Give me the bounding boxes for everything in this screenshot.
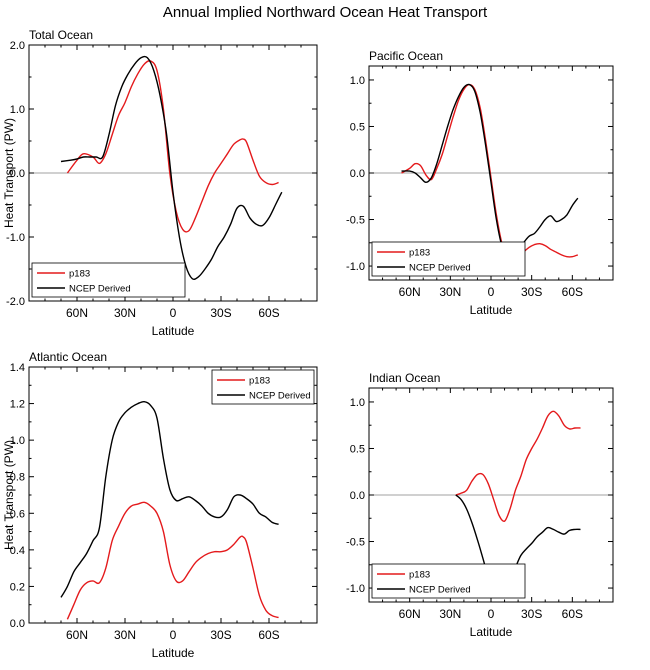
x-tick-label: 60S [258, 306, 279, 320]
x-tick-label: 0 [488, 607, 495, 621]
x-tick-label: 30S [210, 628, 231, 642]
y-tick-label: 2.0 [10, 40, 25, 52]
y-tick-label: -1.0 [6, 232, 25, 244]
y-tick-label: 0.6 [10, 508, 25, 520]
x-tick-label: 30S [210, 306, 231, 320]
y-tick-label: -0.5 [346, 215, 365, 227]
y-tick-label: 1.2 [10, 399, 25, 411]
y-tick-label: 1.0 [10, 104, 25, 116]
y-tick-label: -0.5 [346, 537, 365, 549]
legend: p183 NCEP Derived [371, 563, 526, 599]
y-tick-label: 0.5 [350, 443, 365, 455]
x-tick-label: 30S [521, 607, 542, 621]
legend-label: p183 [249, 376, 270, 387]
legend-box [371, 241, 526, 277]
x-tick-label: 60S [258, 628, 279, 642]
series-line-p183 [455, 410, 581, 522]
legend-label: NCEP Derived [409, 263, 471, 274]
legend-label: NCEP Derived [69, 284, 131, 295]
x-tick-label: 60S [562, 285, 583, 299]
plot-frame [28, 366, 318, 624]
series-line-ncep-derived [401, 83, 579, 261]
y-tick-label: 0.4 [10, 545, 25, 557]
series-line-p183 [66, 60, 279, 233]
x-tick-label: 60N [399, 607, 421, 621]
x-tick-label: 30N [439, 607, 461, 621]
legend: p183 NCEP Derived [31, 262, 186, 298]
x-tick-label: 30N [114, 306, 136, 320]
y-tick-label: 0.0 [10, 168, 25, 180]
panel-total: 60N 30N 0 30S 60S -2.0 -1.0 0.0 1.0 2.0 Total Ocea… [2, 28, 318, 338]
data-area [60, 400, 279, 620]
y-tick-label: -1.0 [346, 261, 365, 273]
y-tick-label: 1.4 [10, 362, 25, 374]
y-axis-label: Heat Transport (PW) [2, 440, 16, 550]
y-tick-label: 1.0 [350, 75, 365, 87]
panel-title: Total Ocean [29, 28, 93, 42]
y-tick-label: 0.0 [350, 490, 365, 502]
x-tick-label: 0 [170, 628, 177, 642]
x-axis-label: Latitude [470, 625, 513, 639]
panel-indian: 60N 30N 0 30S 60S -1.0 -0.5 0.0 0.5 1.0 Indian Oce… [346, 371, 614, 639]
x-tick-label: 60N [66, 306, 88, 320]
data-area [401, 83, 579, 261]
series-line-p183 [66, 501, 279, 620]
x-axis-label: Latitude [152, 324, 195, 338]
legend-label: p183 [69, 269, 90, 280]
legend-label: NCEP Derived [409, 585, 471, 596]
series-line-ncep-derived [60, 55, 283, 280]
data-area [60, 55, 283, 280]
panel-title: Indian Ocean [369, 371, 440, 385]
y-tick-label: 0.8 [10, 472, 25, 484]
legend-box [371, 563, 526, 599]
series-line-ncep-derived [455, 494, 581, 594]
x-axis-label: Latitude [152, 646, 195, 660]
y-tick-label: -2.0 [6, 296, 25, 308]
legend-box [31, 262, 186, 298]
legend-label: NCEP Derived [249, 391, 311, 402]
x-tick-label: 30S [521, 285, 542, 299]
panel-pacific: 60N 30N 0 30S 60S -1.0 -0.5 0.0 0.5 1.0 Pacific Oc… [346, 49, 614, 317]
y-tick-label: 1.0 [350, 397, 365, 409]
x-tick-label: 0 [170, 306, 177, 320]
y-tick-label: 1.0 [10, 435, 25, 447]
legend-label: p183 [409, 248, 430, 259]
panel-title: Pacific Ocean [369, 49, 443, 63]
series-line-ncep-derived [60, 400, 279, 598]
x-tick-label: 0 [488, 285, 495, 299]
figure-title: Annual Implied Northward Ocean Heat Tran… [163, 4, 488, 21]
panel-title: Atlantic Ocean [29, 350, 107, 364]
legend: p183 NCEP Derived [211, 369, 315, 405]
y-tick-label: 0.5 [350, 121, 365, 133]
y-tick-label: 0.0 [350, 168, 365, 180]
y-axis-label: Heat Transport (PW) [2, 118, 16, 228]
legend: p183 NCEP Derived [371, 241, 526, 277]
x-tick-label: 30N [114, 628, 136, 642]
x-tick-label: 60N [399, 285, 421, 299]
y-tick-label: 0.2 [10, 581, 25, 593]
data-area [455, 410, 581, 594]
y-tick-label: 0.0 [10, 618, 25, 630]
x-tick-label: 60S [562, 607, 583, 621]
panel-atlantic: 60N 30N 0 30S 60S 0.0 0.2 0.4 0.6 0.8 1.0 1.2 1.4 Atl… [2, 350, 318, 660]
legend-label: p183 [409, 570, 430, 581]
x-tick-label: 60N [66, 628, 88, 642]
x-tick-label: 30N [439, 285, 461, 299]
legend-box [211, 369, 315, 405]
x-axis-label: Latitude [470, 303, 513, 317]
y-tick-label: -1.0 [346, 583, 365, 595]
